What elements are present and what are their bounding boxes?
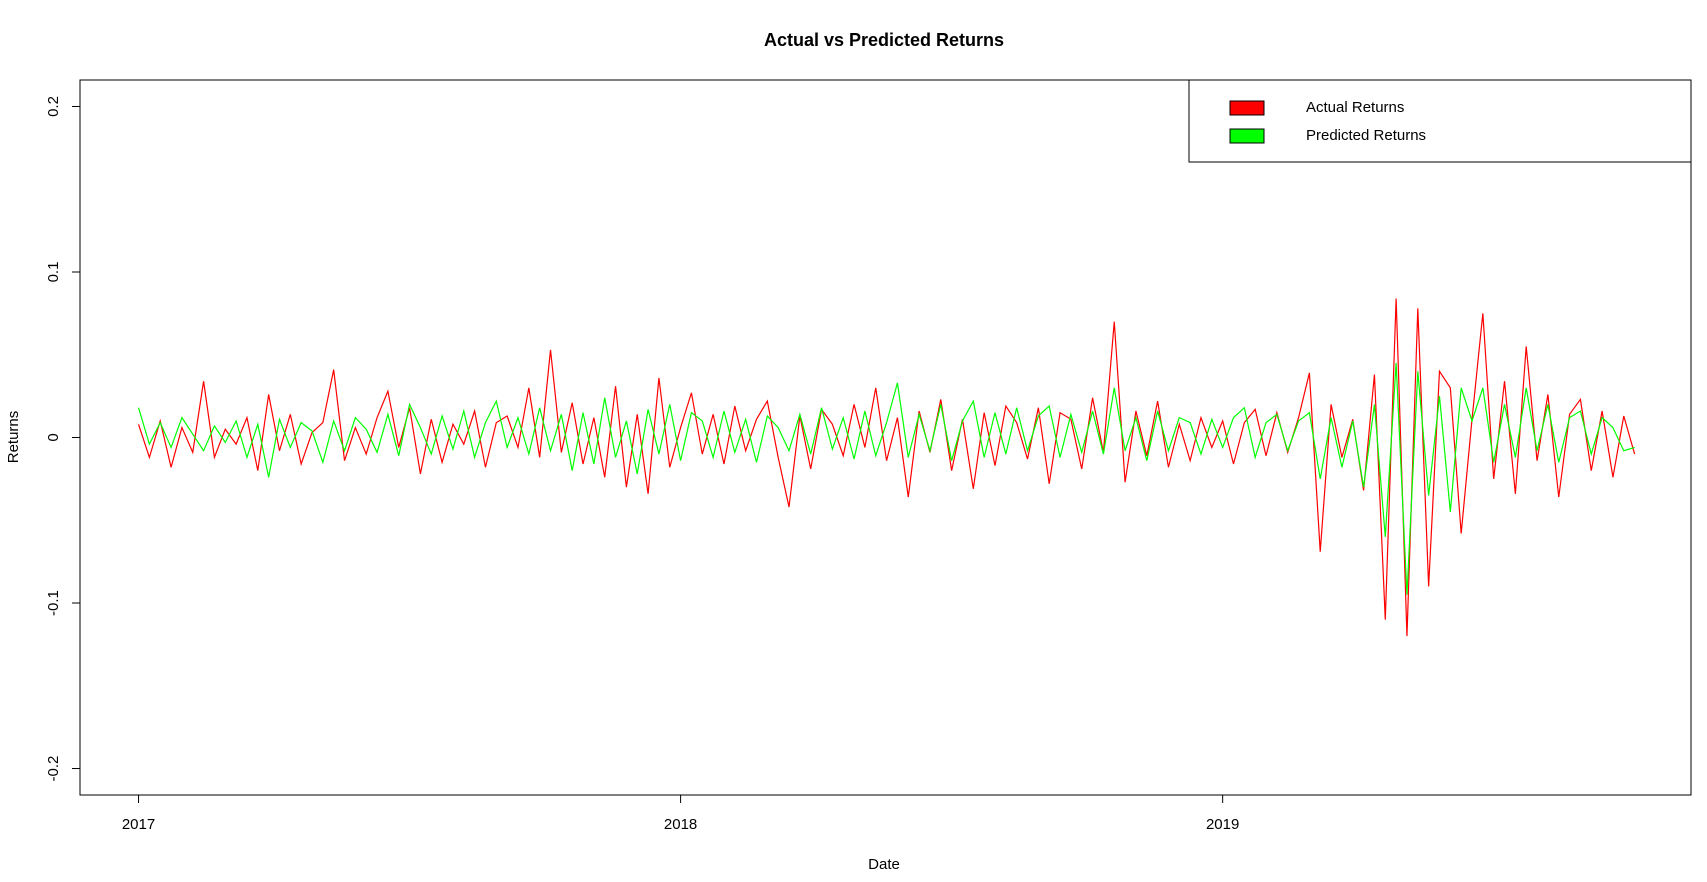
x-tick-label: 2019 (1206, 816, 1239, 833)
y-tick-label: 0.2 (45, 96, 62, 117)
x-axis-label: Date (868, 856, 900, 873)
y-tick-label: 0.1 (45, 262, 62, 283)
series-line (137, 298, 1636, 637)
series-line (137, 362, 1635, 595)
chart-title: Actual vs Predicted Returns (764, 30, 1004, 50)
legend-swatch (1229, 100, 1265, 116)
legend-box (1188, 79, 1692, 163)
y-tick-label: -0.2 (45, 756, 62, 782)
legend-label: Predicted Returns (1306, 127, 1426, 144)
y-tick-label: 0 (45, 433, 62, 441)
y-tick-label: -0.1 (45, 590, 62, 616)
x-tick-label: 2018 (664, 816, 697, 833)
legend-swatch (1229, 128, 1265, 144)
y-axis-label: Returns (5, 411, 22, 464)
plot-frame (79, 79, 1692, 796)
legend-label: Actual Returns (1306, 99, 1404, 116)
x-tick-label: 2017 (122, 816, 155, 833)
